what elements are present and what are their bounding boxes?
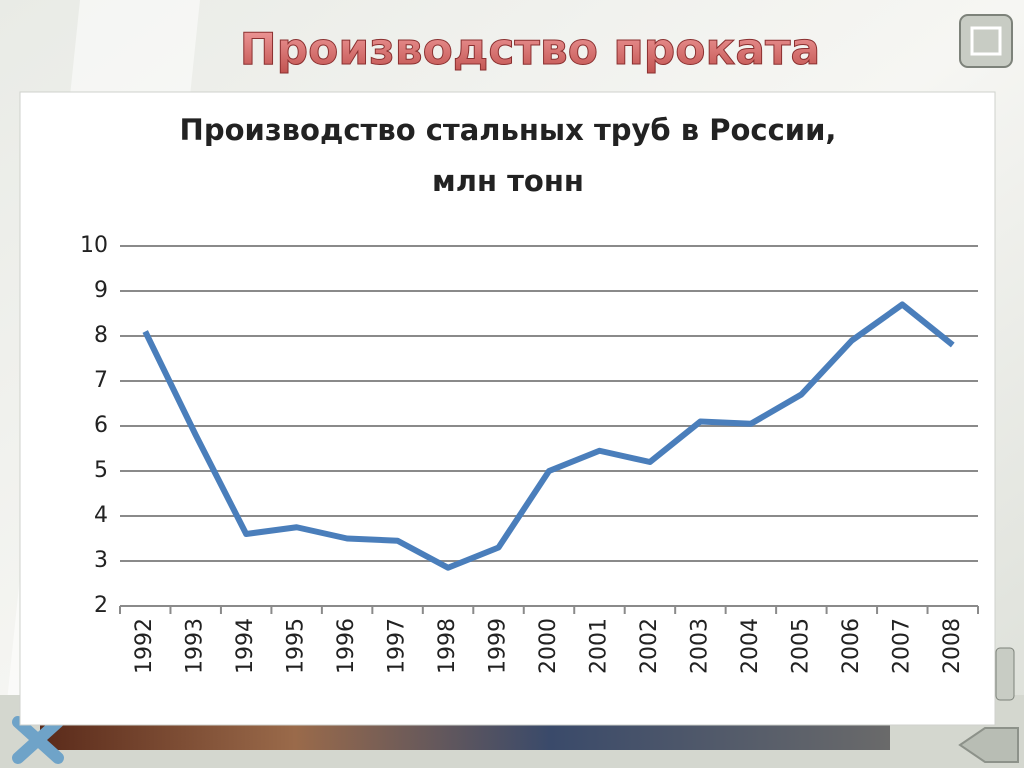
y-tick-label: 4 (94, 503, 108, 528)
x-tick-label: 1992 (132, 618, 157, 674)
x-tick-label: 1999 (486, 618, 511, 674)
x-tick-label: 2000 (536, 618, 561, 674)
x-tick-label: 1993 (183, 618, 208, 674)
chart-title: Производство стальных труб в России, (180, 113, 837, 147)
x-tick-label: 2002 (637, 618, 662, 674)
side-button[interactable] (995, 647, 1015, 701)
back-button[interactable] (958, 727, 1019, 763)
x-tick-label: 2004 (738, 618, 763, 674)
y-tick-label: 9 (94, 278, 108, 303)
slide-title: Производство проката (240, 24, 820, 75)
y-tick-label: 5 (94, 458, 108, 483)
x-tick-label: 2008 (940, 618, 965, 674)
x-tick-label: 2006 (839, 618, 864, 674)
x-tick-label: 1994 (233, 618, 258, 674)
y-tick-label: 2 (94, 593, 108, 618)
data-line (142, 301, 955, 571)
y-tick-label: 6 (94, 413, 108, 438)
x-tick-label: 2005 (788, 618, 813, 674)
close-button[interactable] (12, 716, 64, 764)
home-button[interactable] (959, 14, 1013, 68)
x-tick-label: 2003 (687, 618, 712, 674)
y-tick-label: 10 (80, 233, 108, 258)
photo-strip (40, 722, 890, 750)
y-tick-label: 7 (94, 368, 108, 393)
y-tick-label: 3 (94, 548, 108, 573)
chart-subtitle: млн тонн (432, 164, 584, 198)
y-tick-label: 8 (94, 323, 108, 348)
x-tick-label: 1995 (284, 618, 309, 674)
x-tick-label: 1996 (334, 618, 359, 674)
x-tick-label: 2001 (586, 618, 611, 674)
x-tick-label: 2007 (889, 618, 914, 674)
x-tick-label: 1997 (385, 618, 410, 674)
x-tick-label: 1998 (435, 618, 460, 674)
